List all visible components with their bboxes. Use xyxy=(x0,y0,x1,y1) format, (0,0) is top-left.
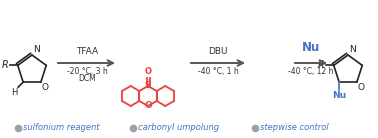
Text: O: O xyxy=(42,83,49,92)
Text: -40 °C, 12 h: -40 °C, 12 h xyxy=(288,67,334,76)
Text: H: H xyxy=(11,88,17,97)
Text: N: N xyxy=(33,45,40,54)
Text: Nu: Nu xyxy=(332,91,346,100)
Text: S: S xyxy=(145,82,151,91)
Text: carbonyl umpolung: carbonyl umpolung xyxy=(138,124,219,132)
Text: Nu: Nu xyxy=(302,41,320,54)
Text: O: O xyxy=(358,83,365,92)
Text: O: O xyxy=(144,67,152,76)
Text: R: R xyxy=(318,60,325,70)
Text: -20 °C, 3 h: -20 °C, 3 h xyxy=(67,67,107,76)
Text: R: R xyxy=(2,60,9,70)
Text: DCM: DCM xyxy=(78,74,96,83)
Text: O: O xyxy=(144,102,152,111)
Text: TFAA: TFAA xyxy=(76,47,98,56)
Text: stepwise control: stepwise control xyxy=(260,124,329,132)
Text: -40 °C, 1 h: -40 °C, 1 h xyxy=(198,67,239,76)
Text: DBU: DBU xyxy=(208,47,228,56)
Text: sulfonium reagent: sulfonium reagent xyxy=(23,124,99,132)
Text: N: N xyxy=(349,45,356,54)
